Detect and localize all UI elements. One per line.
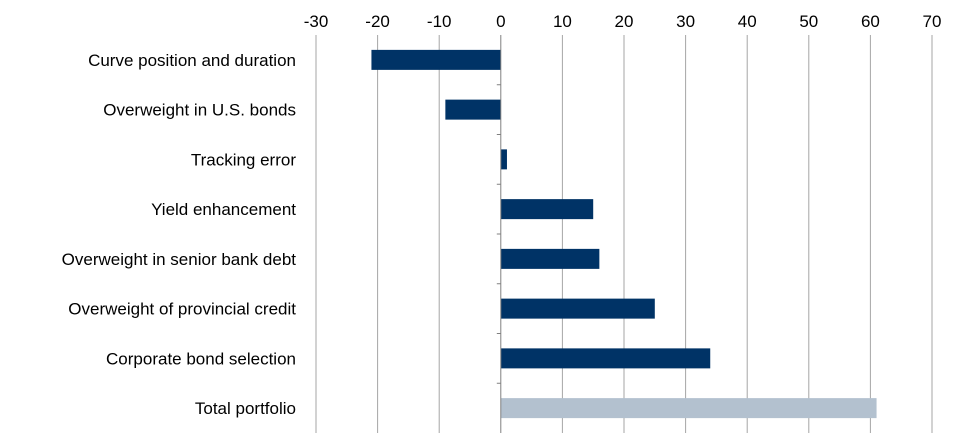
- bar: [445, 99, 501, 120]
- category-axis: [496, 35, 502, 433]
- x-tick-label: 70: [923, 12, 942, 31]
- bar: [500, 298, 655, 319]
- bars: [371, 49, 877, 419]
- category-label: Overweight in U.S. bonds: [103, 101, 296, 120]
- x-tick-labels: -30 -20 -10 0 10 20 30 40 50 60 70: [304, 12, 942, 31]
- category-label: Corporate bond selection: [106, 349, 296, 368]
- category-label: Tracking error: [191, 150, 297, 169]
- x-tick-label: 20: [615, 12, 634, 31]
- bar: [500, 248, 600, 269]
- category-label: Overweight of provincial credit: [68, 300, 296, 319]
- bar: [500, 398, 877, 419]
- x-tick-label: 50: [799, 12, 818, 31]
- category-labels: Curve position and duration Overweight in…: [62, 51, 297, 418]
- x-tick-label: -10: [427, 12, 452, 31]
- x-tick-label: 0: [496, 12, 505, 31]
- category-label: Overweight in senior bank debt: [62, 250, 297, 269]
- x-tick-label: -30: [304, 12, 329, 31]
- x-tick-label: 40: [738, 12, 757, 31]
- category-label: Curve position and duration: [88, 51, 296, 70]
- bar: [500, 149, 507, 170]
- x-tick-label: 60: [861, 12, 880, 31]
- category-label: Total portfolio: [195, 399, 296, 418]
- x-tick-label: 30: [676, 12, 695, 31]
- x-tick-label: 10: [553, 12, 572, 31]
- bar: [500, 348, 711, 369]
- gridlines: [315, 35, 933, 433]
- bar: [371, 49, 501, 70]
- category-label: Yield enhancement: [151, 200, 296, 219]
- x-tick-label: -20: [365, 12, 390, 31]
- bar: [500, 199, 594, 220]
